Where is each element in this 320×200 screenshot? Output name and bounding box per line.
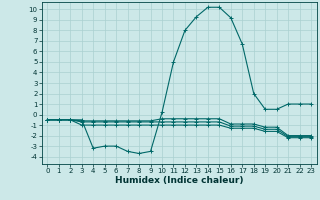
X-axis label: Humidex (Indice chaleur): Humidex (Indice chaleur) — [115, 176, 244, 185]
